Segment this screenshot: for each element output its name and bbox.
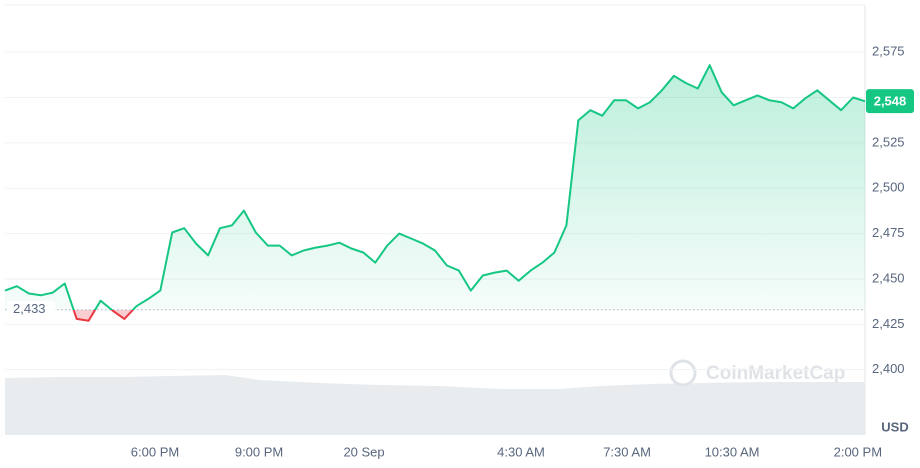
x-tick-label: 20 Sep [343, 444, 384, 459]
x-tick-label: 2:00 PM [834, 444, 882, 459]
watermark: CoinMarketCap [669, 359, 845, 387]
last-price-label: 2,548 [874, 94, 907, 109]
x-tick-label: 9:00 PM [235, 444, 283, 459]
baseline-label: 2,433 [13, 301, 46, 316]
currency-label: USD [881, 419, 908, 434]
y-tick-label: 2,575 [872, 44, 905, 59]
baseline-label-bg [7, 300, 55, 319]
volume-area [5, 375, 865, 435]
area [5, 65, 865, 321]
x-tick-label: 10:30 AM [705, 444, 760, 459]
y-tick-label: 2,425 [872, 316, 905, 331]
x-tick-label: 6:00 PM [131, 444, 179, 459]
y-tick-label: 2,500 [872, 180, 905, 195]
watermark-text: CoinMarketCap [706, 363, 845, 384]
last-price-tag [866, 89, 914, 114]
x-tick-label: 7:30 AM [603, 444, 651, 459]
y-tick-label: 2,525 [872, 134, 905, 149]
y-tick-label: 2,450 [872, 270, 905, 285]
x-tick-label: 4:30 AM [497, 444, 545, 459]
y-tick-label: 2,475 [872, 225, 905, 240]
y-tick-label: 2,400 [872, 361, 905, 376]
watermark-logo [669, 359, 697, 387]
price-line [4, 64, 866, 322]
